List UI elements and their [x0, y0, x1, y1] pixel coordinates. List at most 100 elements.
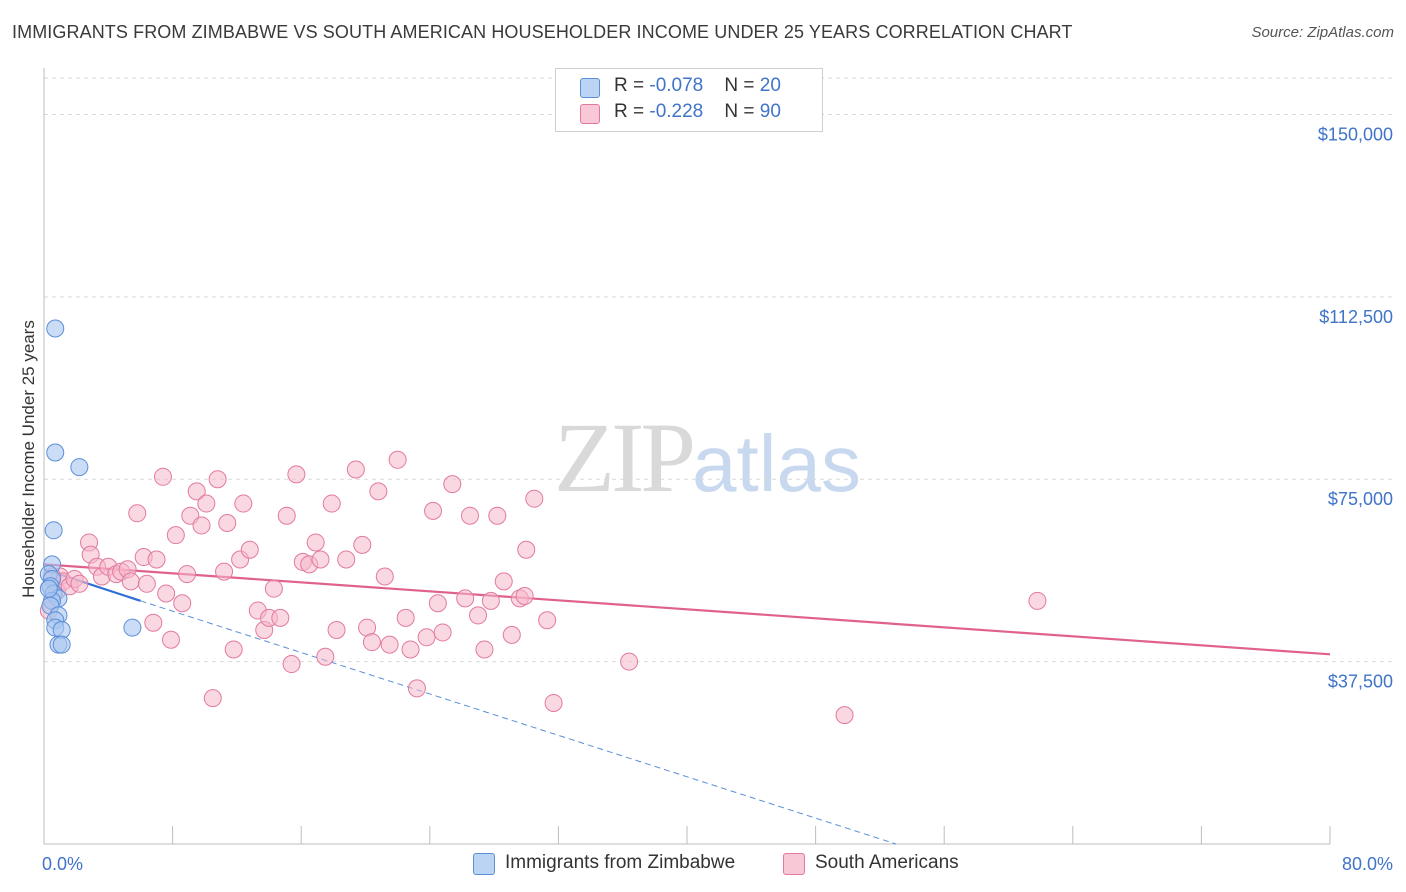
point-south-americans	[197, 494, 216, 513]
trend-lines	[43, 563, 1331, 845]
point-south-americans	[375, 567, 394, 586]
y-tick-label: $37,500	[1328, 672, 1393, 692]
point-zimbabwe	[70, 458, 89, 477]
point-south-americans	[218, 514, 237, 533]
point-south-americans	[128, 504, 147, 523]
point-south-americans	[538, 611, 557, 630]
point-south-americans	[502, 625, 521, 644]
point-south-americans	[475, 640, 494, 659]
point-south-americans	[456, 589, 475, 608]
point-south-americans	[215, 562, 234, 581]
correlation-legend: R = -0.078 N = 20 R = -0.228 N = 90	[555, 68, 823, 132]
y-tick-label: $112,500	[1319, 307, 1393, 327]
y-tick-label: $75,000	[1328, 489, 1393, 509]
point-zimbabwe	[39, 579, 58, 598]
legend-n-value: 90	[759, 101, 781, 122]
point-south-americans	[407, 679, 426, 698]
point-south-americans	[620, 652, 639, 671]
point-zimbabwe	[46, 319, 65, 338]
point-south-americans	[153, 467, 172, 486]
point-south-americans	[187, 482, 206, 501]
point-south-americans	[240, 540, 259, 559]
point-south-americans	[287, 465, 306, 484]
point-south-americans	[525, 489, 544, 508]
x-tick-label-right: 80.0%	[1342, 854, 1393, 874]
point-south-americans	[337, 550, 356, 569]
point-south-americans	[417, 628, 436, 647]
point-south-americans	[353, 535, 372, 554]
point-south-americans	[443, 475, 462, 494]
point-south-americans	[178, 565, 197, 584]
bottom-legend-swatch-pink	[783, 853, 805, 875]
point-south-americans	[469, 606, 488, 625]
bottom-legend-label: Immigrants from Zimbabwe	[505, 852, 736, 873]
point-south-americans	[327, 621, 346, 640]
legend-r-label: R =	[614, 101, 650, 122]
grid-lines	[44, 77, 1394, 663]
point-south-americans	[380, 635, 399, 654]
watermark-atlas: atlas	[692, 419, 861, 508]
point-south-americans	[137, 574, 156, 593]
point-south-americans	[277, 506, 296, 525]
legend-r-value: -0.078	[649, 75, 704, 96]
source-label: Source: ZipAtlas.com	[1251, 24, 1394, 41]
point-south-americans	[488, 506, 507, 525]
point-south-americans	[362, 633, 381, 652]
point-south-americans	[316, 647, 335, 666]
point-zimbabwe	[123, 618, 142, 637]
point-south-americans	[306, 533, 325, 552]
point-south-americans	[271, 608, 290, 627]
point-south-americans	[157, 584, 176, 603]
point-south-americans	[346, 460, 365, 479]
point-south-americans	[424, 501, 443, 520]
point-south-americans	[460, 506, 479, 525]
legend-r-value: -0.228	[649, 101, 704, 122]
data-points	[39, 319, 1047, 725]
point-south-americans	[517, 540, 536, 559]
point-south-americans	[311, 550, 330, 569]
bottom-legend-swatch-blue	[473, 853, 495, 875]
point-south-americans	[401, 640, 420, 659]
point-south-americans	[147, 550, 166, 569]
point-south-americans	[388, 450, 407, 469]
point-south-americans	[428, 594, 447, 613]
point-zimbabwe	[46, 443, 65, 462]
point-south-americans	[481, 591, 500, 610]
point-south-americans	[161, 630, 180, 649]
point-south-americans	[208, 470, 227, 489]
point-south-americans	[192, 516, 211, 535]
point-south-americans	[835, 706, 854, 725]
point-south-americans	[282, 655, 301, 674]
point-south-americans	[1028, 591, 1047, 610]
point-south-americans	[396, 608, 415, 627]
chart-title: IMMIGRANTS FROM ZIMBABWE VS SOUTH AMERIC…	[12, 22, 1073, 42]
point-south-americans	[494, 572, 513, 591]
point-zimbabwe	[52, 635, 71, 654]
point-south-americans	[234, 494, 253, 513]
legend-swatch-blue	[580, 78, 600, 98]
trend-zimbabwe-dashed	[140, 600, 897, 845]
point-south-americans	[515, 586, 534, 605]
point-south-americans	[166, 526, 185, 545]
watermark: ZIPatlas	[554, 400, 861, 515]
point-south-americans	[203, 689, 222, 708]
y-axis-title: Householder Income Under 25 years	[19, 320, 38, 598]
point-south-americans	[322, 494, 341, 513]
legend-swatch-pink	[580, 104, 600, 124]
legend-n-value: 20	[759, 75, 781, 96]
watermark-zip: ZIP	[554, 402, 696, 513]
legend-n-label: N =	[724, 101, 760, 122]
point-south-americans	[173, 594, 192, 613]
trend-south-americans	[43, 563, 1331, 656]
legend-n-label: N =	[724, 75, 760, 96]
point-south-americans	[433, 623, 452, 642]
point-south-americans	[264, 579, 283, 598]
point-zimbabwe	[44, 521, 63, 540]
legend-r-label: R =	[614, 75, 650, 96]
axes	[43, 68, 1331, 845]
point-south-americans	[144, 613, 163, 632]
point-south-americans	[544, 693, 563, 712]
point-south-americans	[121, 572, 140, 591]
x-tick-label-left: 0.0%	[42, 854, 83, 874]
